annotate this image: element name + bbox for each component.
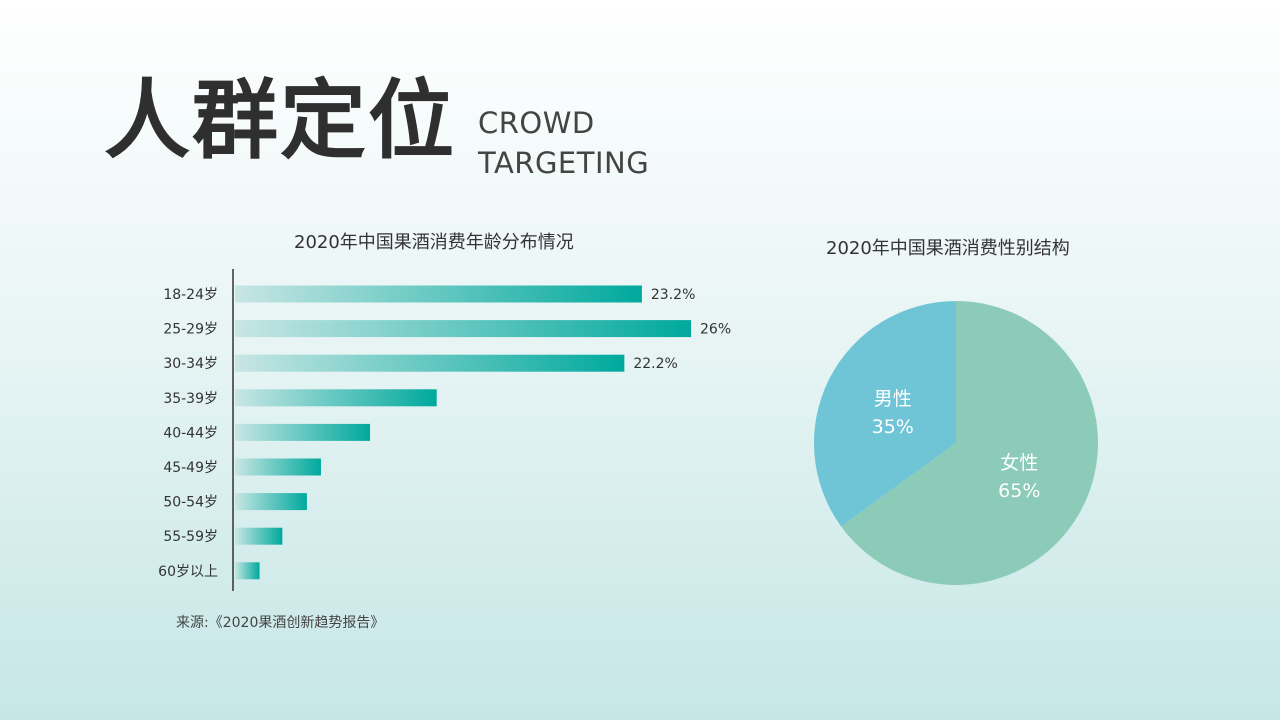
bar-category-label: 55-59岁	[163, 529, 218, 545]
bar-data-label: 23.2%	[651, 287, 695, 303]
bar-category-label: 35-39岁	[163, 391, 218, 407]
pie-slice	[841, 301, 1098, 586]
subtitle-line-2: TARGETING	[478, 146, 650, 180]
pie-slice-label: 女性	[1000, 452, 1038, 474]
pie-slice-value: 65%	[998, 480, 1040, 502]
bar	[235, 493, 307, 511]
bar-category-label: 40-44岁	[163, 425, 218, 441]
bar	[235, 389, 437, 407]
bar-data-label: 22.2%	[633, 356, 677, 372]
subtitle-line-1: CROWD	[478, 106, 595, 140]
bar	[235, 527, 283, 545]
bar-category-label: 18-24岁	[163, 287, 218, 303]
bar	[235, 354, 625, 372]
bar-category-label: 60岁以上	[158, 564, 218, 580]
bar	[235, 458, 321, 476]
pie-chart-title: 2020年中国果酒消费性别结构	[826, 238, 1070, 259]
source-note: 来源:《2020果酒创新趋势报告》	[176, 615, 385, 631]
bar-category-label: 25-29岁	[163, 322, 218, 338]
bar-chart-title: 2020年中国果酒消费年龄分布情况	[294, 232, 574, 253]
bar	[235, 423, 371, 441]
pie-slice-label: 男性	[874, 388, 912, 410]
bar-category-label: 45-49岁	[163, 460, 218, 476]
pie-slice-value: 35%	[872, 416, 914, 438]
bar	[235, 320, 691, 338]
bar	[235, 562, 260, 580]
bar	[235, 285, 642, 303]
bar-category-label: 30-34岁	[163, 356, 218, 372]
page-subtitle-en: CROWD TARGETING	[478, 103, 649, 183]
bar-data-label: 26%	[700, 322, 731, 338]
page-title: 人群定位	[104, 71, 456, 171]
bar-category-label: 50-54岁	[163, 495, 218, 511]
pie-slice	[814, 301, 956, 527]
